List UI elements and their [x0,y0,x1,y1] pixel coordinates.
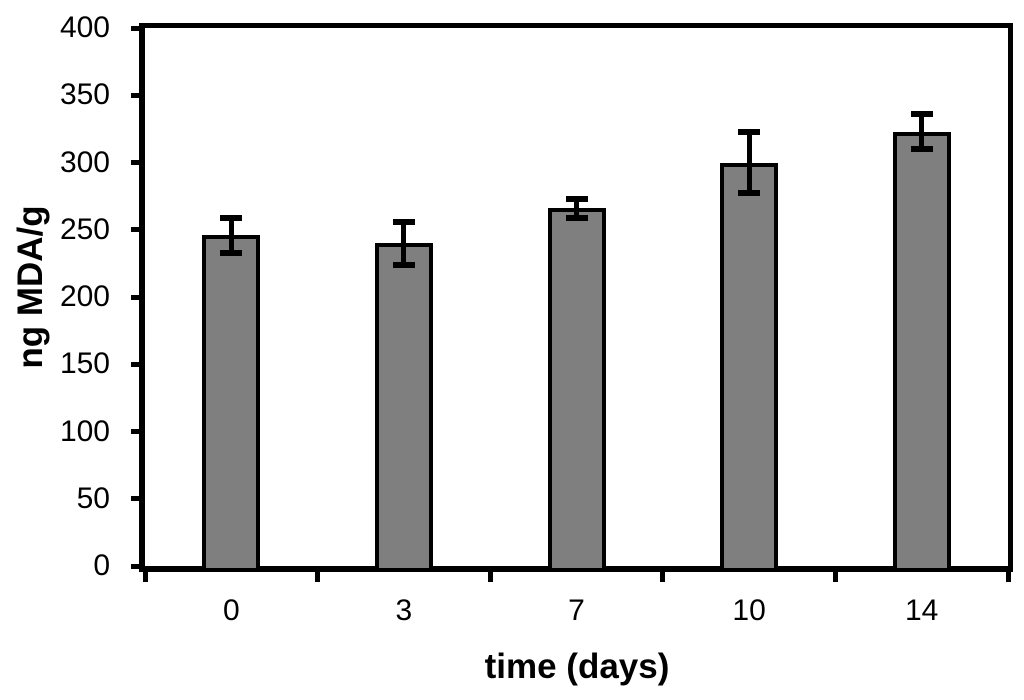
x-tick-label: 3 [395,594,413,627]
y-axis-tick [131,25,141,31]
y-axis-tick [131,361,141,367]
error-bar-cap-bottom [392,261,415,268]
error-bar-line [401,221,407,265]
error-bar-line [574,198,579,218]
y-axis-tick [131,294,141,300]
y-axis-tick [131,92,141,98]
bar [892,131,951,572]
x-tick-label: 14 [905,594,939,627]
x-axis-tick [487,566,493,582]
bar [547,208,606,572]
y-tick-label: 100 [59,414,110,448]
error-bar-cap-bottom [738,190,761,197]
error-bar-cap-bottom [910,146,933,153]
y-tick-label: 300 [59,145,110,179]
error-bar-cap-top [565,195,588,202]
error-bar-cap-top [910,111,933,118]
x-tick-label: 0 [222,594,240,627]
error-bar-line [228,217,234,253]
bar [202,235,261,572]
error-bar-cap-bottom [565,214,588,221]
bar [720,162,779,572]
error-bar-line [746,131,752,194]
x-axis-tick [1005,566,1011,582]
x-axis-tick [315,566,321,582]
error-bar-line [919,114,925,150]
y-tick-label: 250 [59,212,110,246]
y-axis-tick [131,227,141,233]
x-tick-label: 7 [568,594,585,627]
x-axis-tick [660,566,666,582]
x-axis-title: time (days) [484,647,670,686]
error-bar-cap-top [220,214,243,221]
y-axis-tick [131,496,141,502]
x-axis-tick [142,566,148,582]
y-tick-label: 50 [76,481,110,515]
y-axis-tick [131,429,141,434]
y-tick-label: 200 [59,280,110,313]
y-tick-label: 400 [59,11,110,44]
x-axis-tick [832,566,838,582]
y-axis-tick [131,563,141,569]
error-bar-cap-top [392,218,415,225]
error-bar-cap-top [738,128,761,135]
bar [374,243,433,572]
y-tick-label: 150 [59,347,110,381]
error-bar-cap-bottom [220,249,243,256]
y-tick-label: 0 [93,549,110,582]
y-axis-tick [131,160,141,165]
x-tick-label: 10 [732,594,766,627]
y-tick-label: 350 [59,78,110,112]
